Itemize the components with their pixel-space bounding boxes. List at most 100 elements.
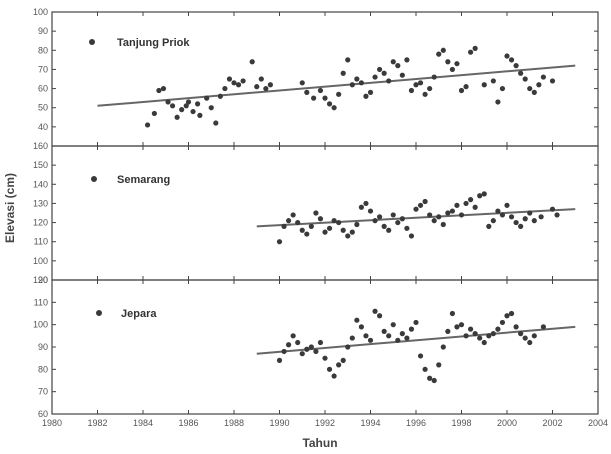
data-point [431, 377, 437, 384]
y-tick-label: 60 [38, 84, 48, 94]
data-point [513, 324, 519, 330]
data-point [413, 82, 419, 88]
x-tick-label: 1986 [178, 418, 198, 428]
data-point [427, 85, 433, 92]
data-point [263, 85, 269, 92]
x-tick-label: 2002 [542, 418, 562, 428]
data-point [381, 70, 387, 76]
data-point [386, 78, 392, 84]
data-point [495, 99, 501, 105]
data-point [481, 339, 487, 346]
data-point [422, 198, 428, 205]
data-point [308, 223, 314, 229]
data-point [195, 101, 201, 107]
data-point [477, 193, 483, 199]
data-point [468, 197, 474, 203]
data-point [508, 214, 515, 220]
data-point [363, 333, 369, 339]
data-point [445, 210, 451, 216]
y-tick-label: 80 [38, 364, 48, 374]
y-tick-label: 100 [33, 7, 48, 17]
data-point [381, 328, 387, 334]
data-point [554, 212, 560, 218]
data-point [440, 344, 446, 350]
data-point [431, 218, 437, 224]
data-point [531, 218, 537, 224]
data-point [522, 216, 528, 222]
x-tick-label: 2004 [588, 418, 608, 428]
data-point [208, 105, 214, 111]
data-point [454, 324, 460, 330]
data-point [345, 57, 351, 63]
y-tick-label: 100 [33, 320, 48, 330]
data-point [304, 346, 310, 352]
data-point [408, 87, 415, 94]
data-point [527, 210, 533, 216]
y-tick-label: 90 [38, 26, 48, 36]
data-point [490, 218, 496, 224]
data-point [363, 200, 369, 207]
data-point [454, 61, 460, 67]
data-point [518, 223, 524, 229]
data-point [322, 95, 328, 101]
data-point [531, 89, 537, 95]
data-point [413, 206, 419, 212]
data-point [367, 89, 374, 95]
data-point [372, 74, 378, 80]
data-point [174, 114, 180, 120]
data-point [222, 85, 228, 92]
data-point [538, 214, 544, 220]
data-point [399, 216, 405, 222]
data-point [390, 212, 396, 218]
data-point [463, 200, 469, 207]
data-point [358, 80, 364, 86]
x-tick-label: 1988 [224, 418, 244, 428]
y-tick-label: 120 [33, 218, 48, 228]
data-point [472, 204, 478, 210]
y-tick-label: 160 [33, 141, 48, 151]
data-point [213, 120, 219, 126]
trend-line [256, 325, 576, 355]
data-point [413, 319, 419, 326]
data-point [445, 59, 451, 65]
data-point [463, 84, 469, 90]
data-point [254, 84, 260, 90]
data-point [422, 91, 428, 97]
legend-marker [89, 39, 95, 45]
data-point [231, 80, 237, 86]
data-point [468, 49, 474, 55]
data-point [440, 221, 446, 228]
data-point [499, 212, 506, 218]
data-point [281, 348, 287, 355]
data-point [408, 233, 415, 239]
data-point [495, 326, 501, 332]
y-tick-label: 40 [38, 122, 48, 132]
data-point [326, 225, 333, 231]
data-point [422, 366, 428, 372]
y-tick-label: 100 [33, 256, 48, 266]
data-point [527, 339, 533, 346]
data-point [331, 373, 337, 379]
y-tick-label: 150 [33, 160, 48, 170]
data-point [358, 324, 364, 330]
data-point [354, 76, 360, 82]
data-point [481, 82, 487, 88]
trend-line [256, 208, 576, 228]
data-point [395, 63, 401, 69]
panel-3: 60 70 80 90 100 110 120 Jepara [33, 275, 599, 419]
x-tick-label: 1982 [87, 418, 107, 428]
data-point [165, 99, 171, 105]
data-point [390, 322, 396, 328]
data-point [513, 63, 519, 69]
data-point [295, 219, 301, 226]
data-point [508, 57, 515, 63]
data-point [276, 357, 283, 363]
data-point [183, 103, 189, 109]
data-point [340, 70, 346, 76]
data-point [372, 308, 378, 314]
data-point [179, 107, 185, 113]
data-point [377, 313, 383, 319]
data-point [336, 219, 342, 226]
data-point [449, 310, 455, 317]
y-tick-label: 120 [33, 275, 48, 285]
